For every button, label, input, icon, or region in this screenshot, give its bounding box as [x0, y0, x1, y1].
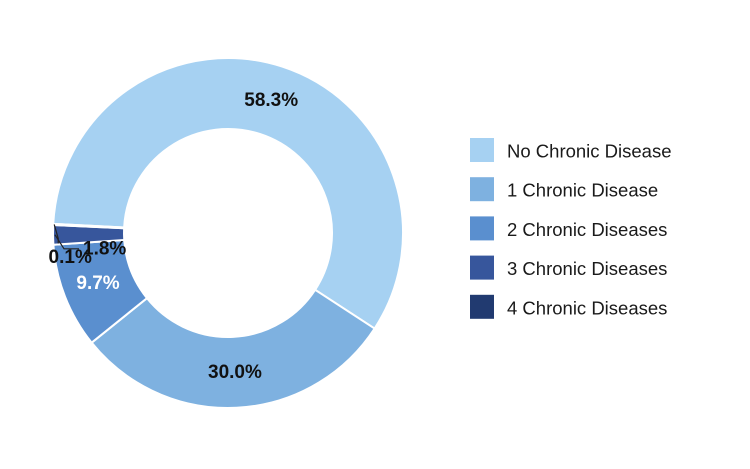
legend-swatch-1-chronic-disease [470, 177, 494, 202]
legend-label-no-chronic-disease: No Chronic Disease [507, 141, 672, 162]
donut-slices [52, 57, 404, 409]
legend-swatch-3-chronic-diseases [470, 255, 494, 280]
slice-labels: 58.3% 30.0% 9.7% 1.8%0.1% [49, 90, 299, 383]
legend-label-4-chronic-diseases: 4 Chronic Diseases [507, 297, 667, 318]
legend-swatch-no-chronic-disease [470, 138, 494, 162]
slice-no-chronic-disease [52, 57, 404, 330]
data-label-3-chronic-diseases: 1.8% [83, 238, 126, 259]
leader-line-4-chronic-diseases [53, 224, 59, 244]
leader-lines [53, 224, 80, 250]
legend-swatch-4-chronic-diseases [470, 294, 494, 319]
legend-label-3-chronic-diseases: 3 Chronic Diseases [507, 258, 667, 279]
legend-label-2-chronic-diseases: 2 Chronic Diseases [507, 219, 667, 240]
data-label-no-chronic-disease: 58.3% [244, 90, 298, 111]
legend-label-1-chronic-disease: 1 Chronic Disease [507, 180, 658, 201]
legend: No Chronic Disease 1 Chronic Disease 2 Chr… [470, 138, 672, 319]
legend-swatch-2-chronic-diseases [470, 216, 494, 241]
data-label-1-chronic-disease: 30.0% [208, 362, 262, 383]
slice-1-chronic-disease [90, 288, 376, 409]
data-label-4-chronic-diseases: 0.1% [49, 247, 92, 268]
data-label-2-chronic-diseases: 9.7% [76, 273, 119, 294]
slice-4-chronic-diseases [52, 222, 126, 230]
